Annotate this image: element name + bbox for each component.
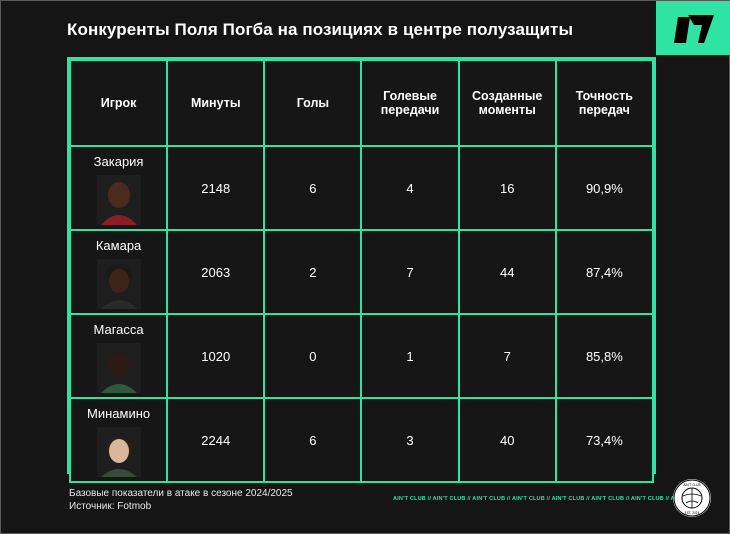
brand-logo (656, 1, 730, 55)
goals-cell: 6 (263, 397, 363, 483)
accuracy-cell: 90,9% (554, 145, 655, 231)
header-accuracy: Точность передач (554, 59, 655, 147)
minutes-cell: 2148 (166, 145, 266, 231)
footer-caption: Базовые показатели в атаке в сезоне 2024… (69, 488, 293, 499)
player-photo (96, 342, 141, 393)
player-cell: Камара (68, 229, 169, 315)
goals-cell: 0 (263, 313, 363, 399)
header-chances: Созданные моменты (457, 59, 557, 147)
player-photo (96, 426, 141, 477)
badge-bottom-text: EST. 2024 (685, 511, 700, 515)
brand-ticker: AIN'T CLUB // AIN'T CLUB // AIN'T CLUB /… (393, 496, 704, 502)
header-assists-label: Голевые передачи (380, 89, 440, 117)
table-row: Магасса 1020 0 1 7 85,8% (68, 313, 655, 399)
chances-cell: 44 (457, 229, 557, 315)
page-title: Конкуренты Поля Погба на позициях в цент… (67, 20, 574, 39)
chances-cell: 40 (457, 397, 557, 483)
soccer-ball-icon: AIN'T CLUB EST. 2024 (673, 479, 711, 517)
accuracy-cell: 87,4% (554, 229, 655, 315)
minutes-cell: 2063 (166, 229, 266, 315)
stats-table: Игрок Минуты Голы Голевые передачи Созда… (67, 57, 656, 483)
player-name: Закария (93, 153, 144, 169)
accuracy-cell: 73,4% (554, 397, 655, 483)
player-name: Магасса (93, 321, 144, 337)
minutes-cell: 1020 (166, 313, 266, 399)
assists-cell: 1 (360, 313, 460, 399)
assists-cell: 7 (360, 229, 460, 315)
accuracy-cell: 85,8% (554, 313, 655, 399)
header-player: Игрок (68, 59, 169, 147)
player-name: Камара (95, 237, 142, 253)
header-goals: Голы (263, 59, 363, 147)
player-name: Минамино (87, 405, 151, 421)
player-photo (96, 174, 141, 225)
table-row: Минамино 2244 6 3 40 73,4% (68, 397, 655, 483)
goals-cell: 2 (263, 229, 363, 315)
goals-cell: 6 (263, 145, 363, 231)
header-minutes: Минуты (166, 59, 266, 147)
assists-cell: 4 (360, 145, 460, 231)
header-chances-label: Созданные моменты (472, 89, 543, 117)
player-cell: Магасса (68, 313, 169, 399)
table-row: Камара 2063 2 7 44 87,4% (68, 229, 655, 315)
badge-top-text: AIN'T CLUB (683, 483, 700, 487)
player-photo (96, 258, 141, 309)
table-row: Закария 2148 6 4 16 90,9% (68, 145, 655, 231)
footer-source: Источник: Fotmob (69, 501, 152, 512)
table-header-row: Игрок Минуты Голы Голевые передачи Созда… (68, 59, 655, 147)
chances-cell: 16 (457, 145, 557, 231)
assists-cell: 3 (360, 397, 460, 483)
footer-note: Базовые показатели в атаке в сезоне 2024… (69, 487, 293, 513)
header-accuracy-label: Точность передач (575, 89, 633, 117)
chances-cell: 7 (457, 313, 557, 399)
club-badge: AIN'T CLUB EST. 2024 (673, 479, 711, 517)
brand-logo-icon (674, 15, 714, 43)
minutes-cell: 2244 (166, 397, 266, 483)
header-assists: Голевые передачи (360, 59, 460, 147)
player-cell: Минамино (68, 397, 169, 483)
player-cell: Закария (68, 145, 169, 231)
